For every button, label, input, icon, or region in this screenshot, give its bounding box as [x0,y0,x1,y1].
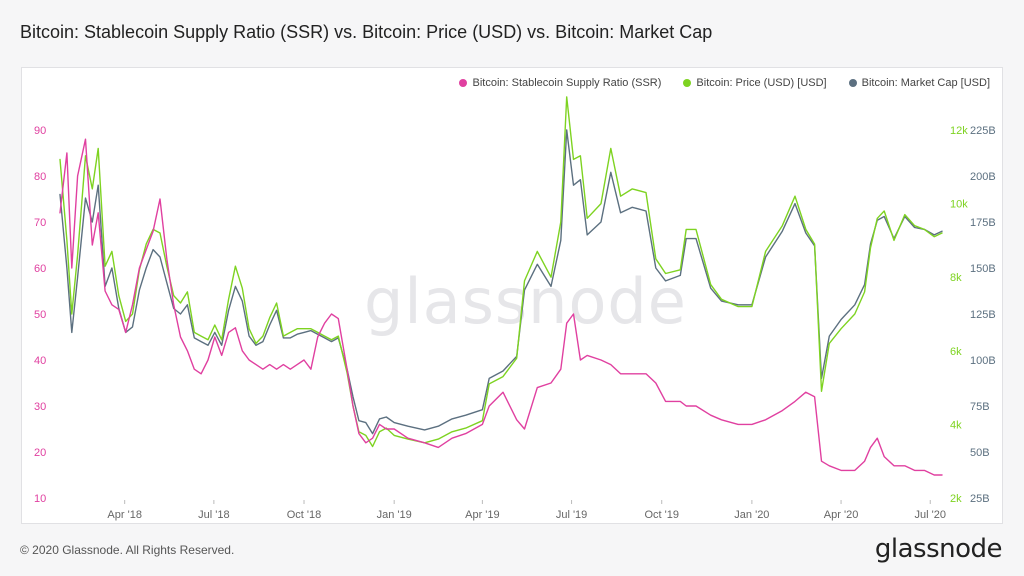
chart-canvas[interactable]: Apr '18 Jul '18 Oct '18 Jan '19 Apr '19 Jul '… [22,68,1002,523]
y-tick-label-mcap: 25B [970,493,990,505]
y-tick-label-mcap: 175B [970,217,996,229]
y-tick-label-mcap: 50B [970,447,990,459]
copyright-text: © 2020 Glassnode. All Rights Reserved. [20,543,235,557]
x-tick-label: Oct '19 [644,509,679,521]
x-tick-label: Apr '18 [107,509,142,521]
chart-legend: Bitcoin: Stablecoin Supply Ratio (SSR) B… [459,77,990,89]
legend-label-price: Bitcoin: Price (USD) [USD] [696,77,827,89]
y-tick-label-mcap: 225B [970,125,996,137]
chart-panel: glassnode Apr '18 Jul '18 Oct '18 Jan '19 Ap… [21,67,1003,524]
y-tick-label-ssr: 10 [34,493,46,505]
x-tick-label: Oct '18 [287,509,322,521]
glassnode-logo[interactable]: glassnode [874,534,1003,564]
chart-title: Bitcoin: Stablecoin Supply Ratio (SSR) v… [20,22,713,42]
y-tick-label-mcap: 200B [970,171,996,183]
y-tick-label-ssr: 50 [34,309,46,321]
legend-item-price[interactable]: Bitcoin: Price (USD) [USD] [683,77,827,89]
y-tick-label-mcap: 125B [970,309,996,321]
legend-label-ssr: Bitcoin: Stablecoin Supply Ratio (SSR) [472,77,662,89]
y-tick-label-ssr: 90 [34,125,46,137]
x-tick-label: Jul '18 [198,509,229,521]
y-tick-label-mcap: 75B [970,401,990,413]
legend-dot-mcap [848,79,857,87]
y-tick-label-mcap: 100B [970,355,996,367]
legend-label-mcap: Bitcoin: Market Cap [USD] [861,77,990,89]
y-tick-label-ssr: 60 [34,263,46,275]
y-tick-label-mcap: 150B [970,263,996,275]
y-tick-label-ssr: 40 [34,355,46,367]
y-tick-label-price: 12k [950,125,968,137]
y-tick-label-price: 6k [950,346,962,358]
x-tick-label: Jan '19 [377,509,412,521]
y-tick-label-price: 2k [950,493,962,505]
x-tick-label: Apr '19 [465,509,500,521]
y-tick-label-price: 4k [950,419,962,431]
x-tick-label: Apr '20 [824,509,859,521]
y-tick-label-ssr: 20 [34,447,46,459]
watermark: glassnode [364,265,687,338]
ssr-line [59,138,943,476]
y-tick-label-price: 10k [950,199,968,211]
x-tick-label: Jul '19 [556,509,587,521]
legend-dot-price [683,79,692,87]
legend-item-mcap[interactable]: Bitcoin: Market Cap [USD] [848,77,990,89]
legend-item-ssr[interactable]: Bitcoin: Stablecoin Supply Ratio (SSR) [459,77,661,89]
y-tick-label-ssr: 30 [34,401,46,413]
mcap-line [59,129,943,435]
x-tick-label: Jul '20 [915,509,946,521]
x-tick-label: Jan '20 [734,509,769,521]
y-tick-label-price: 8k [950,272,962,284]
y-tick-label-ssr: 70 [34,217,46,229]
y-tick-label-ssr: 80 [34,171,46,183]
legend-dot-ssr [459,79,468,87]
